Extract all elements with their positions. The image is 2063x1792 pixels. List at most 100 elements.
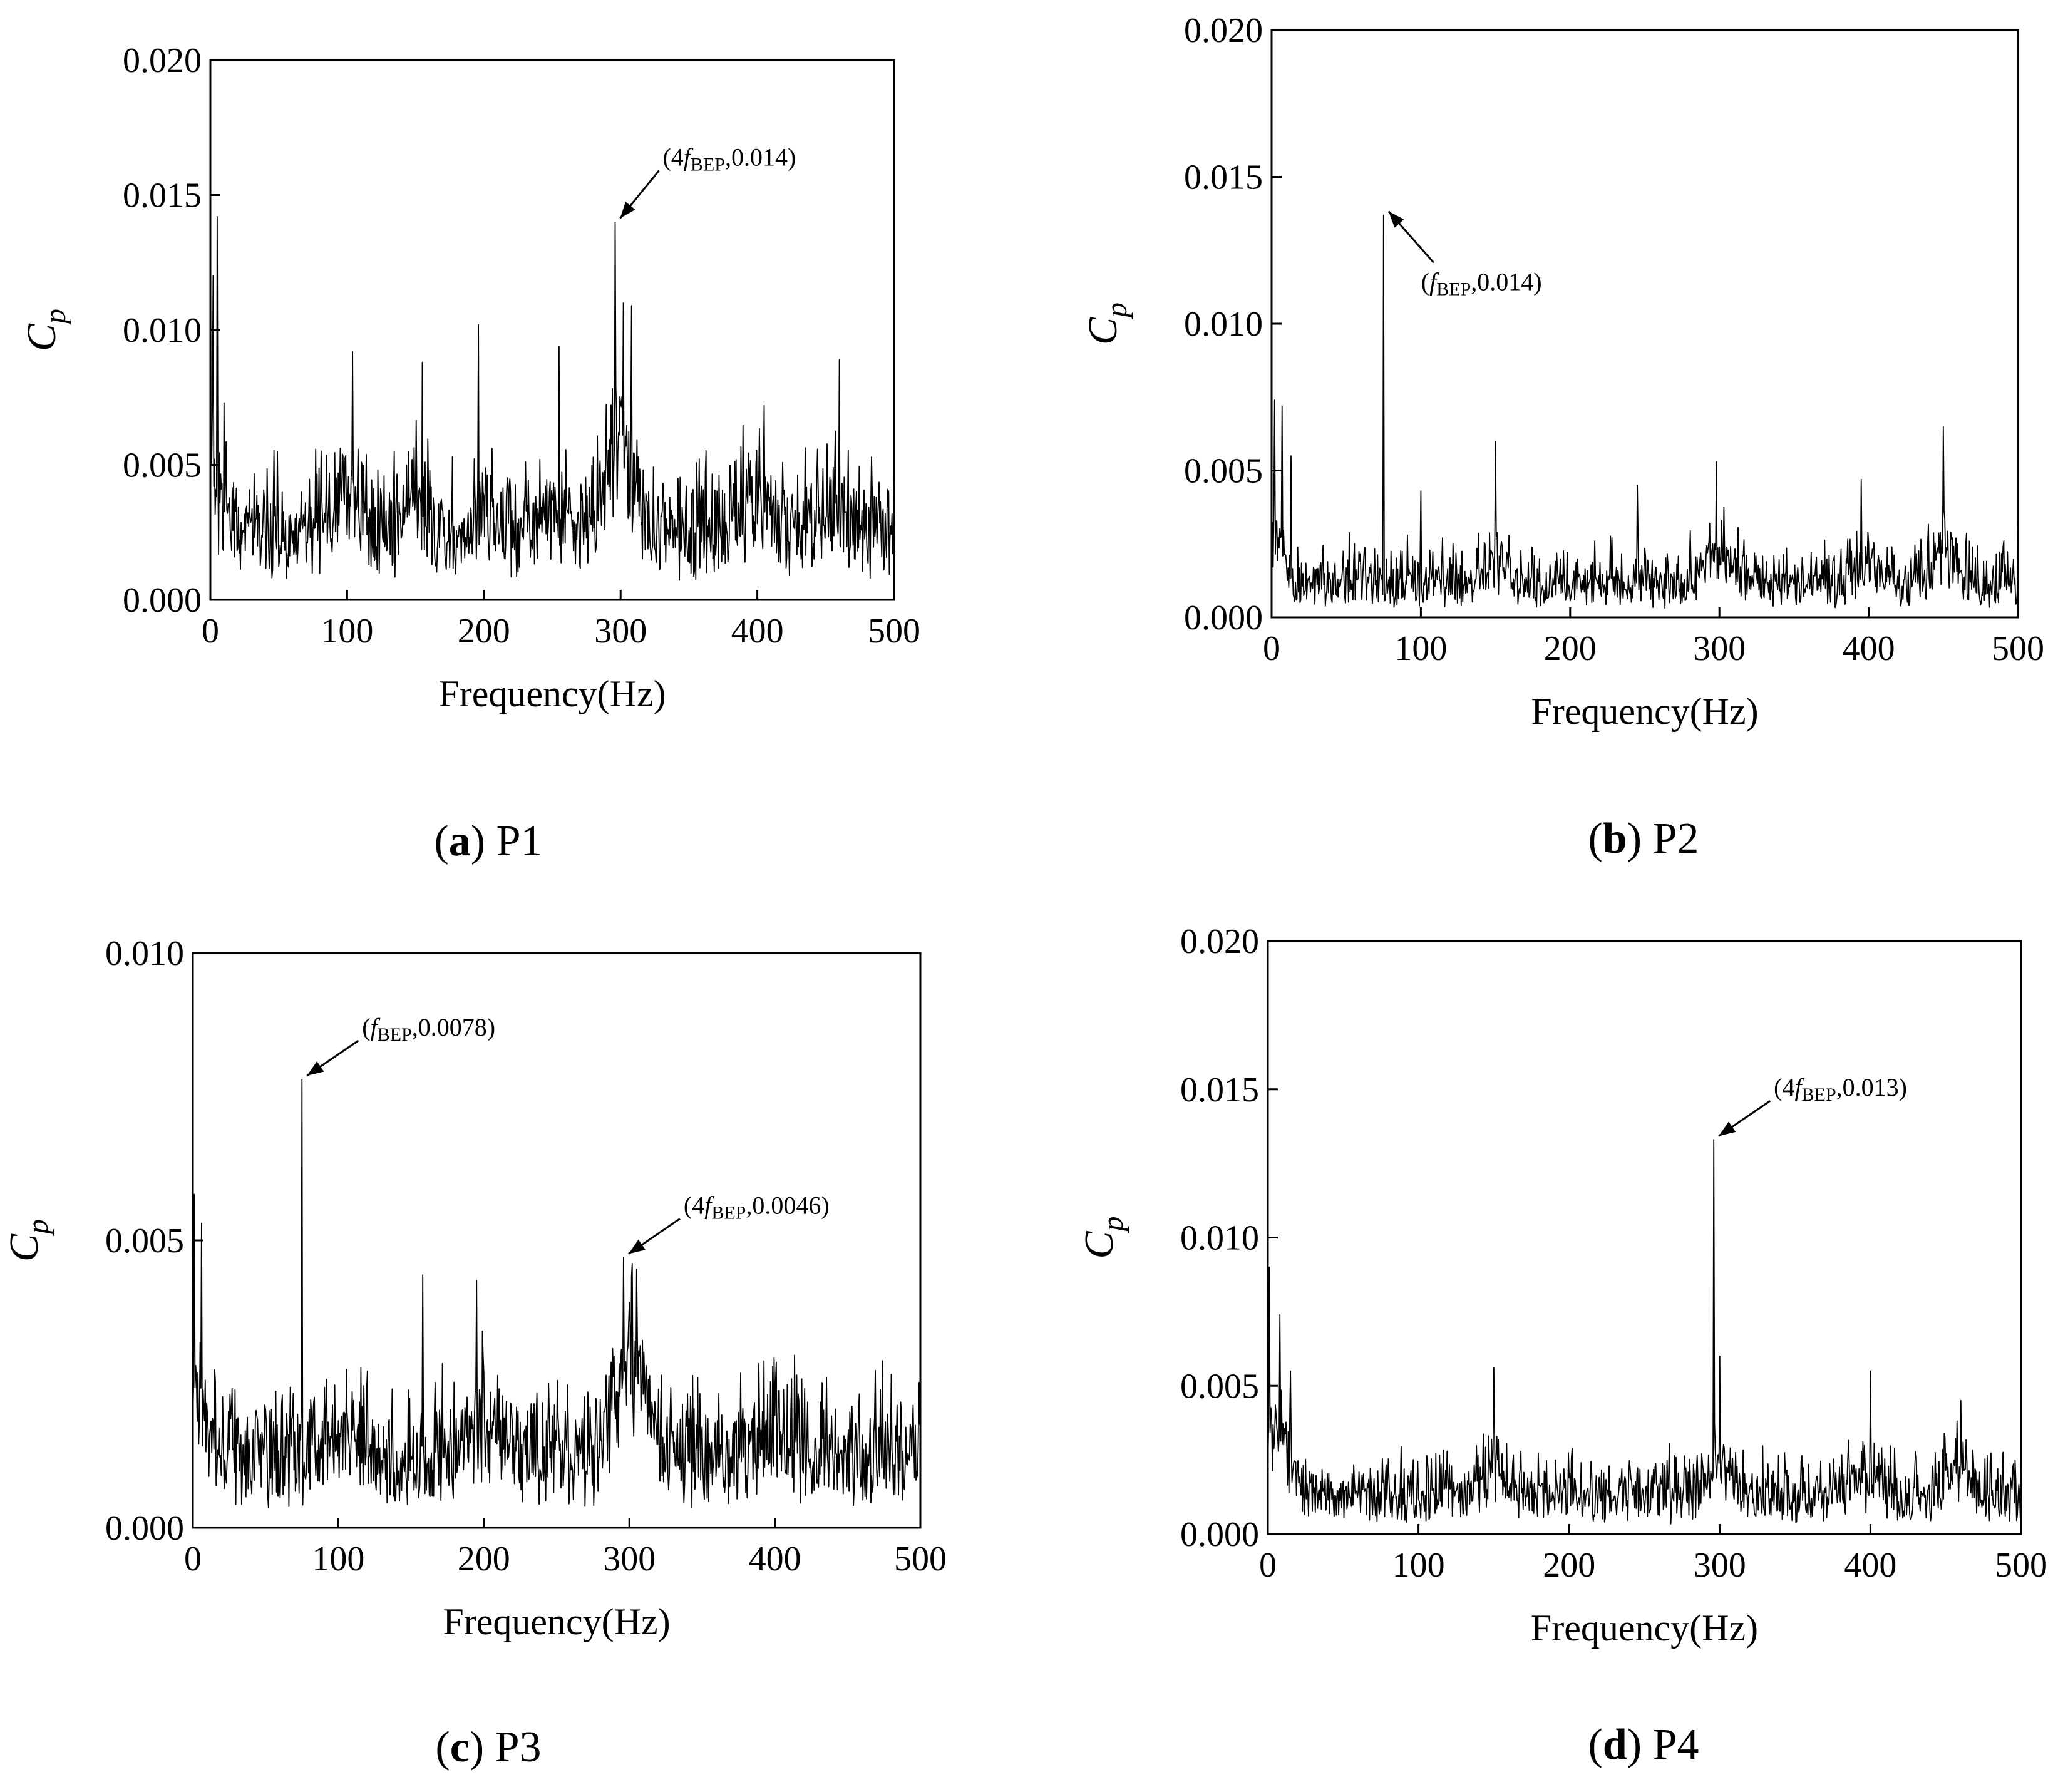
annotation-sub: BEP <box>378 1024 412 1045</box>
annotation-prefix: (4 <box>662 143 683 172</box>
x-tick-label: 300 <box>1693 629 1746 668</box>
panel-caption: (c) P3 <box>435 1723 541 1771</box>
x-tick-label: 200 <box>1543 1546 1595 1585</box>
spectrum-line <box>1267 1139 2022 1525</box>
y-axis-label-main: C <box>1080 317 1126 345</box>
annotation-sub: BEP <box>1802 1084 1836 1105</box>
annotation-prefix: (4 <box>684 1192 704 1220</box>
annotation-arrow-head <box>1388 211 1404 228</box>
annotation-arrow-head <box>307 1061 324 1076</box>
annotation-value: ,0.014) <box>1471 267 1541 296</box>
plot-frame <box>1267 940 2022 1535</box>
caption-close: ) <box>471 817 496 865</box>
y-tick-label: 0.010 <box>105 934 184 973</box>
x-tick-label: 400 <box>1844 1546 1896 1585</box>
plot-frame <box>209 59 895 601</box>
y-tick-label: 0.010 <box>123 311 202 350</box>
chart-panel-b: 0.000 0.005 0.010 0.015 0.020 0 100 200 300 400 50… <box>1080 11 2044 863</box>
chart-panel-a: 0.000 0.005 0.010 0.015 0.020 0 100 200 300 400 50… <box>19 41 920 865</box>
caption-letter: d <box>1603 1721 1627 1769</box>
caption-open: ( <box>1588 1721 1603 1769</box>
annotation-prefix: ( <box>1421 267 1429 296</box>
y-tick-label: 0.010 <box>1180 1219 1259 1258</box>
annotation-sub: BEP <box>1436 279 1471 299</box>
y-tick-label: 0.015 <box>123 177 202 215</box>
y-tick-label: 0.000 <box>123 581 202 620</box>
y-axis-label-sub: p <box>39 309 72 326</box>
y-axis-label: Cp <box>19 309 72 351</box>
panel-caption: (d) P4 <box>1588 1721 1699 1769</box>
caption-open: ( <box>434 817 448 865</box>
x-tick-label: 200 <box>458 612 510 651</box>
y-tick-label: 0.020 <box>123 41 202 80</box>
caption-letter: a <box>449 817 471 865</box>
caption-close: ) <box>1627 1721 1653 1769</box>
spectrum-line <box>210 87 895 581</box>
annotation-value: ,0.0046) <box>746 1192 829 1220</box>
x-tick-label: 100 <box>1394 629 1447 668</box>
caption-open: ( <box>1588 815 1603 863</box>
y-tick-label: 0.000 <box>1180 1515 1259 1554</box>
x-tick-label: 200 <box>1544 629 1597 668</box>
x-tick-label: 500 <box>894 1540 947 1578</box>
x-tick-label: 0 <box>1263 629 1280 668</box>
x-tick-label: 0 <box>1259 1546 1277 1585</box>
y-tick-label: 0.000 <box>105 1509 184 1548</box>
x-tick-label: 500 <box>1992 629 2044 668</box>
x-tick-label: 300 <box>1694 1546 1746 1585</box>
y-axis-label: Cp <box>1 1219 54 1262</box>
spectrum-line <box>192 1079 921 1508</box>
x-tick-label: 100 <box>312 1540 364 1578</box>
x-axis-label: Frequency(Hz) <box>1531 1607 1758 1649</box>
y-axis-label-main: C <box>1076 1231 1122 1259</box>
annotation-sub: BEP <box>711 1203 746 1223</box>
x-tick-label: 500 <box>868 612 920 651</box>
annotation-prefix: (4 <box>1774 1073 1794 1101</box>
y-tick-label: 0.015 <box>1180 1071 1259 1110</box>
y-axis-label: Cp <box>1076 1216 1129 1259</box>
y-tick-label: 0.005 <box>105 1222 184 1260</box>
annotation-label: (fBEP,0.0078) <box>362 1013 495 1045</box>
annotation-label: (4fBEP,0.0046) <box>684 1192 830 1223</box>
y-tick-label: 0.020 <box>1184 11 1263 50</box>
y-tick-label: 0.005 <box>123 446 202 485</box>
caption-name: P4 <box>1653 1721 1699 1769</box>
x-tick-label: 300 <box>594 612 647 651</box>
annotation-label: (4fBEP,0.013) <box>1774 1073 1907 1105</box>
x-axis-label: Frequency(Hz) <box>1531 691 1758 732</box>
y-axis-label-sub: p <box>21 1219 54 1236</box>
chart-panel-c: 0.000 0.005 0.010 0 100 200 300 400 500 Frequency… <box>1 934 947 1771</box>
x-tick-label: 200 <box>458 1540 510 1578</box>
y-axis-label-main: C <box>1 1233 47 1262</box>
y-axis-label-sub: p <box>1100 302 1133 319</box>
caption-close: ) <box>1627 815 1653 863</box>
y-tick-label: 0.005 <box>1180 1367 1259 1406</box>
y-tick-label: 0.015 <box>1184 158 1263 197</box>
y-axis-label: Cp <box>1080 302 1133 345</box>
caption-open: ( <box>435 1723 450 1771</box>
y-axis-label-sub: p <box>1096 1216 1129 1233</box>
x-tick-label: 400 <box>749 1540 801 1578</box>
x-tick-label: 400 <box>1843 629 1895 668</box>
annotation-arrow-head <box>1719 1121 1736 1136</box>
caption-close: ) <box>470 1723 495 1771</box>
x-tick-label: 0 <box>202 612 219 651</box>
y-tick-label: 0.020 <box>1180 922 1259 961</box>
panel-caption: (b) P2 <box>1588 815 1699 863</box>
spectrum-line <box>1271 214 2019 609</box>
annotation-label: (4fBEP,0.014) <box>662 143 796 175</box>
caption-letter: c <box>450 1723 470 1771</box>
x-axis-label: Frequency(Hz) <box>438 673 666 714</box>
annotation-arrow-head <box>628 1239 646 1254</box>
x-tick-label: 0 <box>184 1540 202 1578</box>
caption-name: P1 <box>496 817 543 865</box>
annotation-value: ,0.014) <box>725 143 796 172</box>
caption-name: P3 <box>495 1723 542 1771</box>
y-tick-label: 0.000 <box>1184 599 1263 637</box>
y-axis-label-main: C <box>19 323 64 351</box>
y-tick-label: 0.005 <box>1184 452 1263 491</box>
annotation-sub: BEP <box>691 155 725 175</box>
x-tick-label: 100 <box>321 612 373 651</box>
y-tick-label: 0.010 <box>1184 305 1263 344</box>
